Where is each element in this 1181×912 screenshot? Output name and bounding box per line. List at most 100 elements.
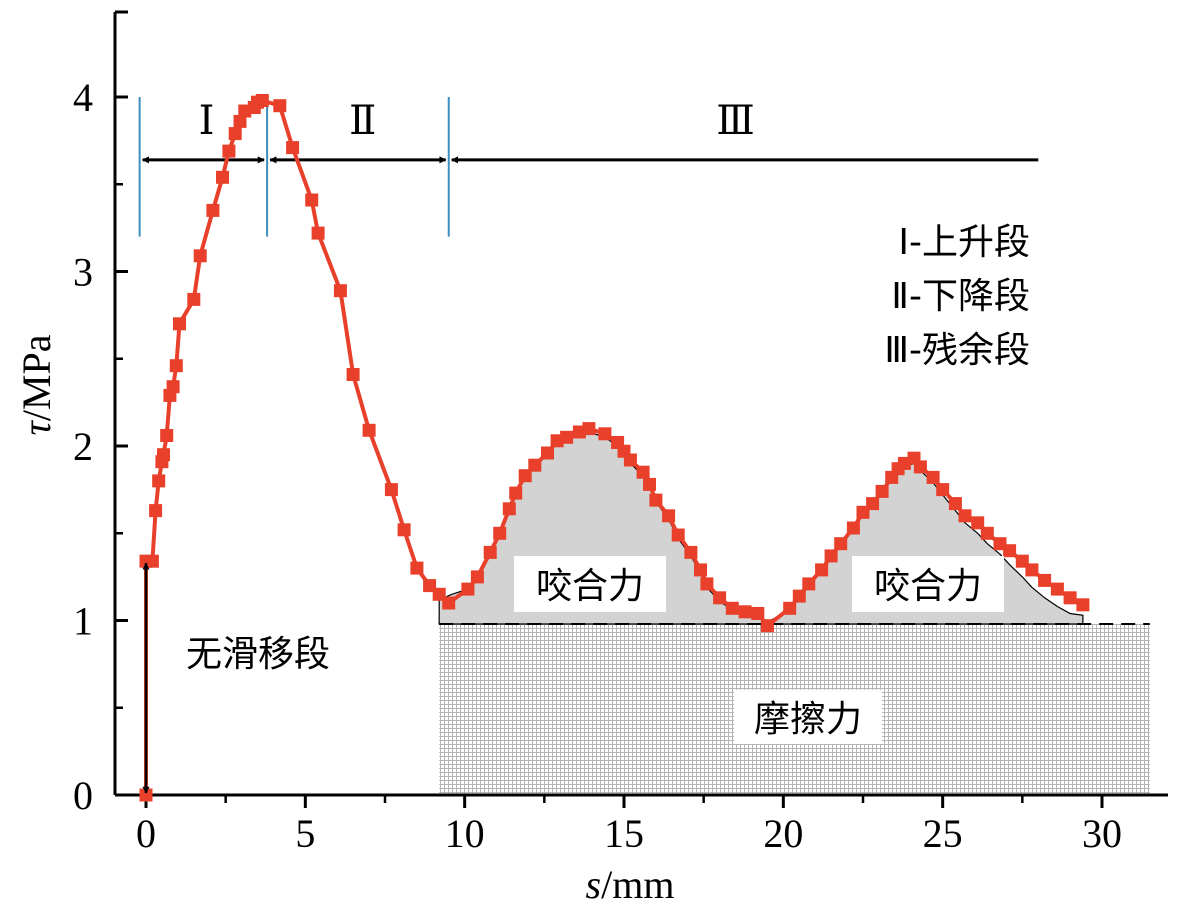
x-axis-label: s/mm xyxy=(586,862,675,907)
data-point xyxy=(397,523,411,537)
data-point xyxy=(255,94,269,107)
tick-marks xyxy=(115,10,1104,808)
y-tick-label: 4 xyxy=(73,75,93,120)
y-tick-label: 3 xyxy=(73,250,93,295)
data-point xyxy=(518,469,532,483)
data-point xyxy=(1038,573,1052,587)
data-point xyxy=(1050,582,1064,596)
stage-label: Ⅰ xyxy=(199,98,215,143)
data-point xyxy=(834,537,848,551)
data-point xyxy=(623,453,637,467)
data-point xyxy=(410,561,424,575)
tick-labels: 0 1 2 3 4 0 5 10 15 20 25 30 xyxy=(73,75,1122,856)
bite-left-label-bg xyxy=(514,556,666,612)
data-point xyxy=(958,509,972,523)
data-point xyxy=(802,577,816,591)
data-point xyxy=(541,446,554,460)
data-point xyxy=(560,430,574,444)
data-point xyxy=(684,545,698,559)
x-axis-label-symbol: s xyxy=(586,862,602,907)
data-point xyxy=(792,589,806,603)
data-point xyxy=(1003,544,1017,558)
friction-label-bg xyxy=(734,690,882,744)
data-point xyxy=(875,484,889,498)
stage-label: Ⅱ xyxy=(349,98,376,143)
data-point xyxy=(662,509,676,523)
data-point xyxy=(187,292,201,306)
bite-right-label: 咬合力 xyxy=(874,566,982,607)
data-point xyxy=(442,596,456,610)
data-point xyxy=(222,144,236,158)
data-point xyxy=(173,317,186,331)
data-point xyxy=(1025,563,1039,577)
x-tick-label: 30 xyxy=(1082,811,1122,856)
data-point xyxy=(461,582,475,596)
legend-item-residual: Ⅲ-残余段 xyxy=(884,330,1030,371)
data-point xyxy=(193,249,207,263)
legend: Ⅰ-上升段 Ⅱ-下降段 Ⅲ-残余段 xyxy=(884,222,1030,371)
bite-right-label-bg xyxy=(852,556,1004,612)
data-point xyxy=(846,521,860,535)
data-point xyxy=(145,554,159,568)
x-tick-label: 15 xyxy=(604,811,644,856)
data-point xyxy=(149,504,163,518)
data-point xyxy=(738,605,752,619)
y-tick-label: 0 xyxy=(73,773,93,818)
data-point xyxy=(493,526,507,540)
data-point xyxy=(913,460,927,474)
data-point xyxy=(980,526,994,540)
data-point xyxy=(160,429,174,442)
data-point xyxy=(502,502,516,516)
legend-item-fall: Ⅱ-下降段 xyxy=(891,276,1030,317)
data-point xyxy=(700,577,714,591)
data-point xyxy=(636,465,650,479)
data-point xyxy=(1076,598,1090,612)
data-point xyxy=(346,368,360,381)
data-point xyxy=(528,458,542,472)
data-point xyxy=(233,114,247,128)
data-point xyxy=(286,141,300,155)
legend-item-rise: Ⅰ-上升段 xyxy=(898,222,1030,263)
data-point xyxy=(228,127,242,141)
x-tick-label: 5 xyxy=(295,811,315,856)
data-point xyxy=(384,483,398,497)
data-point xyxy=(1063,591,1077,605)
data-point xyxy=(971,516,985,530)
data-point xyxy=(273,99,287,113)
data-point xyxy=(305,193,319,207)
data-point xyxy=(169,359,183,373)
data-point xyxy=(649,493,663,507)
bite-left-label: 咬合力 xyxy=(536,566,644,607)
y-axis-label-unit: /MPa xyxy=(14,334,59,421)
data-point xyxy=(509,486,523,500)
axes xyxy=(113,12,1168,797)
y-axis-label: τ/MPa xyxy=(14,334,59,435)
data-point xyxy=(783,601,797,615)
data-point xyxy=(815,563,829,577)
data-point xyxy=(725,601,739,615)
data-point xyxy=(671,528,685,542)
data-point xyxy=(694,563,707,577)
data-point xyxy=(866,497,880,511)
data-point xyxy=(926,470,940,484)
data-point xyxy=(152,474,166,488)
data-point xyxy=(936,483,950,497)
stage-boundary-lines xyxy=(138,97,450,237)
x-tick-label: 10 xyxy=(445,811,485,856)
friction-label: 摩擦力 xyxy=(754,699,862,740)
x-tick-label: 25 xyxy=(923,811,963,856)
x-tick-label: 0 xyxy=(136,811,156,856)
data-point xyxy=(643,477,656,491)
stage-labels: Ⅰ Ⅱ Ⅲ xyxy=(199,98,755,143)
data-point xyxy=(166,380,180,394)
data-point xyxy=(216,170,229,184)
data-point xyxy=(582,422,596,436)
y-tick-label: 2 xyxy=(73,424,93,469)
data-point xyxy=(948,497,962,511)
data-point xyxy=(760,619,774,633)
x-tick-label: 20 xyxy=(763,811,803,856)
data-point xyxy=(311,226,325,240)
data-point xyxy=(483,545,497,559)
stage-label: Ⅲ xyxy=(716,98,755,143)
